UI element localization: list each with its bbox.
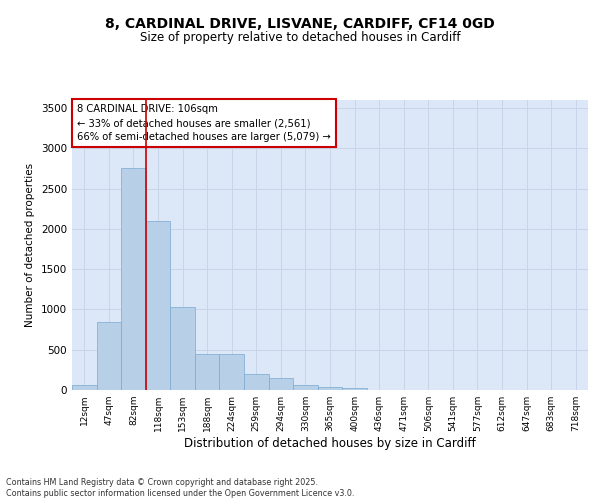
Bar — [97, 322, 121, 390]
Text: 8, CARDINAL DRIVE, LISVANE, CARDIFF, CF14 0GD: 8, CARDINAL DRIVE, LISVANE, CARDIFF, CF1… — [105, 18, 495, 32]
Bar — [342, 388, 367, 390]
Bar — [170, 308, 195, 390]
Bar — [121, 168, 146, 390]
Text: 8 CARDINAL DRIVE: 106sqm
← 33% of detached houses are smaller (2,561)
66% of sem: 8 CARDINAL DRIVE: 106sqm ← 33% of detach… — [77, 104, 331, 142]
Bar — [269, 378, 293, 390]
Bar — [146, 221, 170, 390]
Bar — [318, 387, 342, 390]
Bar — [293, 385, 318, 390]
Text: Contains HM Land Registry data © Crown copyright and database right 2025.
Contai: Contains HM Land Registry data © Crown c… — [6, 478, 355, 498]
X-axis label: Distribution of detached houses by size in Cardiff: Distribution of detached houses by size … — [184, 437, 476, 450]
Y-axis label: Number of detached properties: Number of detached properties — [25, 163, 35, 327]
Bar — [220, 354, 244, 390]
Bar — [72, 385, 97, 390]
Bar — [244, 374, 269, 390]
Bar — [195, 354, 220, 390]
Text: Size of property relative to detached houses in Cardiff: Size of property relative to detached ho… — [140, 31, 460, 44]
